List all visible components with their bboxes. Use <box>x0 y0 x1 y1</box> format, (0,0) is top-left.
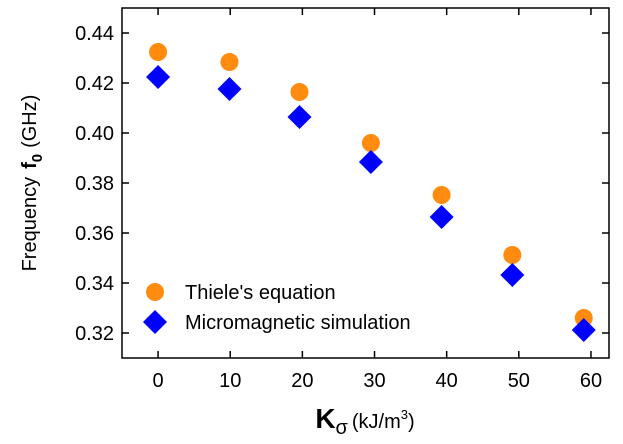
y-label-text: Frequency <box>19 177 41 272</box>
y-tick-label: 0.36 <box>75 223 114 245</box>
data-point <box>220 53 239 71</box>
y-label-unit: (GHz) <box>19 95 41 148</box>
y-axis-label: Frequency f0 (GHz) <box>19 95 46 272</box>
x-label-symbol: K <box>315 403 335 434</box>
y-label-sub: 0 <box>29 154 46 162</box>
legend-label: Micromagnetic simulation <box>185 312 411 334</box>
x-tick-label: 60 <box>580 370 602 392</box>
y-label-symbol: f <box>19 162 41 169</box>
data-point <box>500 263 525 287</box>
y-tick-label: 0.40 <box>75 123 114 145</box>
legend-label: Thiele's equation <box>185 282 336 304</box>
x-label-close: ) <box>408 411 415 433</box>
x-tick-label: 50 <box>508 370 530 392</box>
y-tick-label: 0.44 <box>75 23 114 45</box>
y-tick-label: 0.38 <box>75 173 114 195</box>
data-point <box>571 318 596 342</box>
data-point <box>287 105 312 129</box>
x-axis-label: Kσ (kJ/m3) <box>315 403 414 439</box>
data-point <box>429 205 454 229</box>
x-tick-label: 10 <box>219 370 241 392</box>
y-tick-label: 0.34 <box>75 273 114 295</box>
y-tick-label: 0.42 <box>75 73 114 95</box>
x-tick-label: 0 <box>153 370 164 392</box>
data-point <box>503 246 522 264</box>
y-tick-label: 0.32 <box>75 323 114 345</box>
plot-frame <box>121 7 610 359</box>
data-point <box>361 134 380 152</box>
x-tick-label: 40 <box>436 370 458 392</box>
data-point <box>432 186 451 204</box>
x-label-sub: σ <box>336 417 349 439</box>
data-point <box>358 150 383 174</box>
x-label-unit: (kJ/m <box>352 411 401 433</box>
data-point <box>149 43 168 61</box>
data-point <box>146 65 171 89</box>
legend-marker <box>143 310 167 334</box>
x-label-sup: 3 <box>401 407 408 422</box>
data-point <box>290 83 309 101</box>
data-point <box>217 77 242 101</box>
x-tick-label: 20 <box>291 370 313 392</box>
x-tick-label: 30 <box>363 370 385 392</box>
legend-marker <box>146 283 164 301</box>
